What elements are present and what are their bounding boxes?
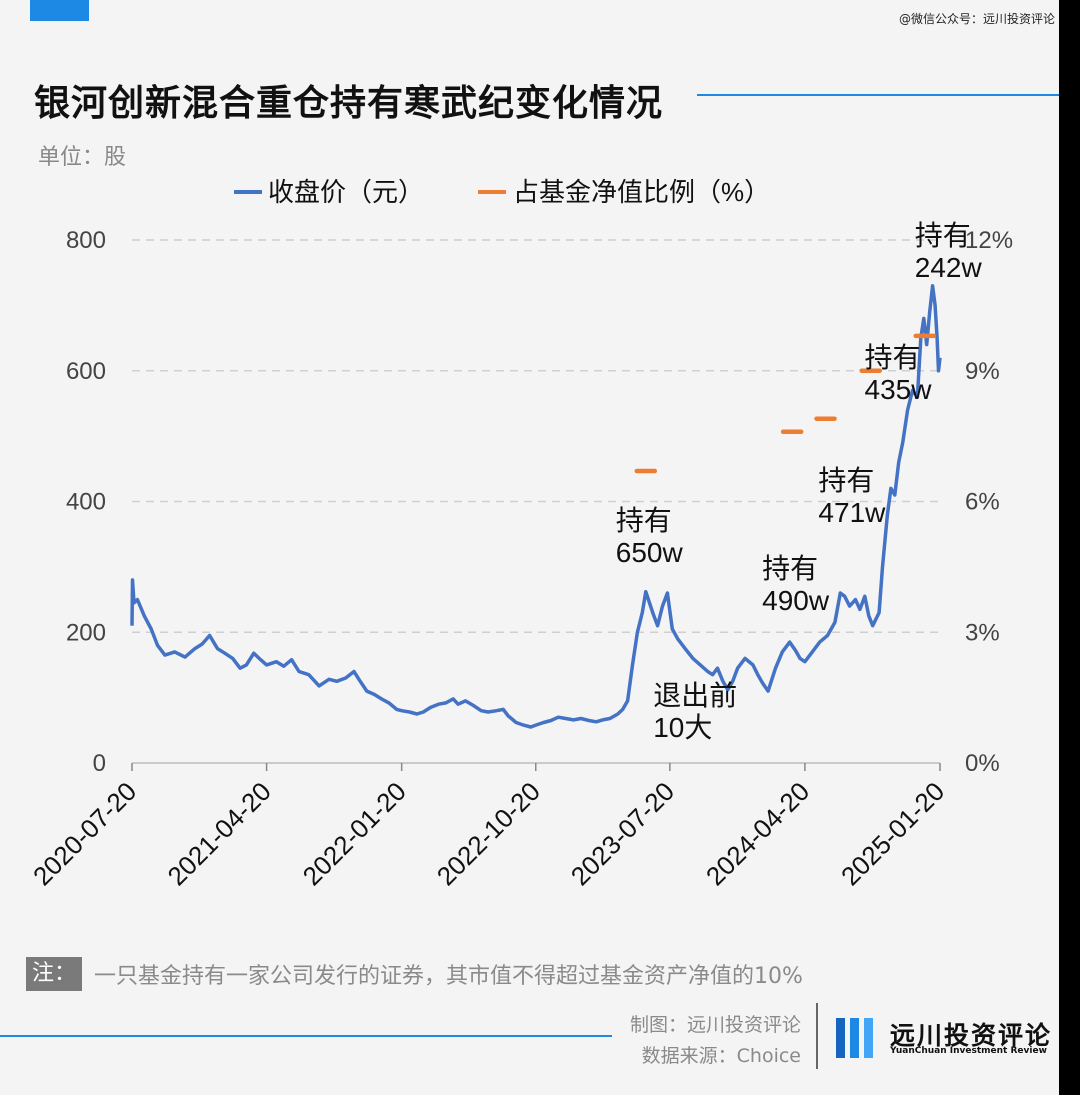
legend-label-1: 收盘价（元） bbox=[268, 177, 424, 207]
annotation-label: 471w bbox=[818, 497, 886, 528]
credit-source: 数据来源：Choice bbox=[641, 1045, 801, 1067]
brand-logo-icon bbox=[836, 1018, 880, 1058]
annotation-label: 650w bbox=[616, 537, 684, 568]
line-chart: 收盘价（元） 占基金净值比例（%） 0 200 400 600 800 0% 3% 6% 9% 12%… bbox=[27, 177, 1013, 891]
x-tick-label: 2025-01-20 bbox=[835, 776, 950, 891]
footer-divider bbox=[816, 1003, 818, 1069]
x-tick-label: 2022-10-20 bbox=[431, 776, 546, 891]
y-right-tick-label: 3% bbox=[965, 619, 1000, 646]
credit-maker: 制图：远川投资评论 bbox=[629, 1014, 801, 1036]
legend-label-2: 占基金净值比例（%） bbox=[513, 177, 770, 207]
note-text: 一只基金持有一家公司发行的证券，其市值不得超过基金资产净值的10% bbox=[94, 964, 803, 989]
credits: 制图：远川投资评论 数据来源：Choice bbox=[630, 1010, 801, 1072]
y-right-tick-label: 6% bbox=[965, 489, 1000, 516]
top-accent-block bbox=[30, 0, 89, 21]
y-right-tick-label: 9% bbox=[965, 358, 1000, 385]
annotation-label: 退出前 bbox=[653, 680, 737, 711]
y-right-tick-label: 0% bbox=[965, 750, 1000, 777]
brand-name: 远川投资评论 bbox=[890, 1021, 1053, 1050]
y-left-tick-label: 200 bbox=[66, 619, 106, 646]
y-left-tick-label: 0 bbox=[93, 750, 106, 777]
y-left-tick-label: 800 bbox=[66, 227, 106, 254]
x-tick-label: 2020-07-20 bbox=[27, 776, 142, 891]
annotation-label: 242w bbox=[915, 252, 983, 283]
annotation-label: 490w bbox=[762, 585, 830, 616]
title-rule bbox=[697, 94, 1059, 96]
annotation-label: 持有 bbox=[616, 505, 672, 536]
annotation-label: 435w bbox=[865, 374, 933, 405]
x-tick-label: 2021-04-20 bbox=[162, 776, 277, 891]
note-tag: 注： bbox=[26, 957, 83, 991]
x-tick-label: 2024-04-20 bbox=[700, 776, 815, 891]
unit-label: 单位：股 bbox=[38, 145, 127, 170]
x-tick-label: 2023-07-20 bbox=[565, 776, 680, 891]
chart-title: 银河创新混合重仓持有寒武纪变化情况 bbox=[34, 83, 664, 124]
footnote: 注： 一只基金持有一家公司发行的证券，其市值不得超过基金资产净值的10% bbox=[26, 956, 803, 992]
annotation-label: 持有 bbox=[865, 342, 921, 373]
series-price-line bbox=[130, 284, 942, 729]
x-tick-label: 2022-01-20 bbox=[297, 776, 412, 891]
footer-rule bbox=[0, 1035, 612, 1037]
annotation-label: 10大 bbox=[653, 712, 712, 743]
y-left-tick-label: 400 bbox=[66, 489, 106, 516]
y-right-tick-label: 12% bbox=[965, 227, 1013, 254]
annotation-label: 持有 bbox=[762, 553, 818, 584]
annotation-label: 持有 bbox=[818, 465, 874, 496]
watermark: @微信公众号：远川投资评论 bbox=[898, 12, 1055, 26]
y-left-tick-label: 600 bbox=[66, 358, 106, 385]
annotation-label: 持有 bbox=[915, 220, 971, 251]
brand-subtitle: YuanChuan Investment Review bbox=[890, 1046, 1047, 1056]
